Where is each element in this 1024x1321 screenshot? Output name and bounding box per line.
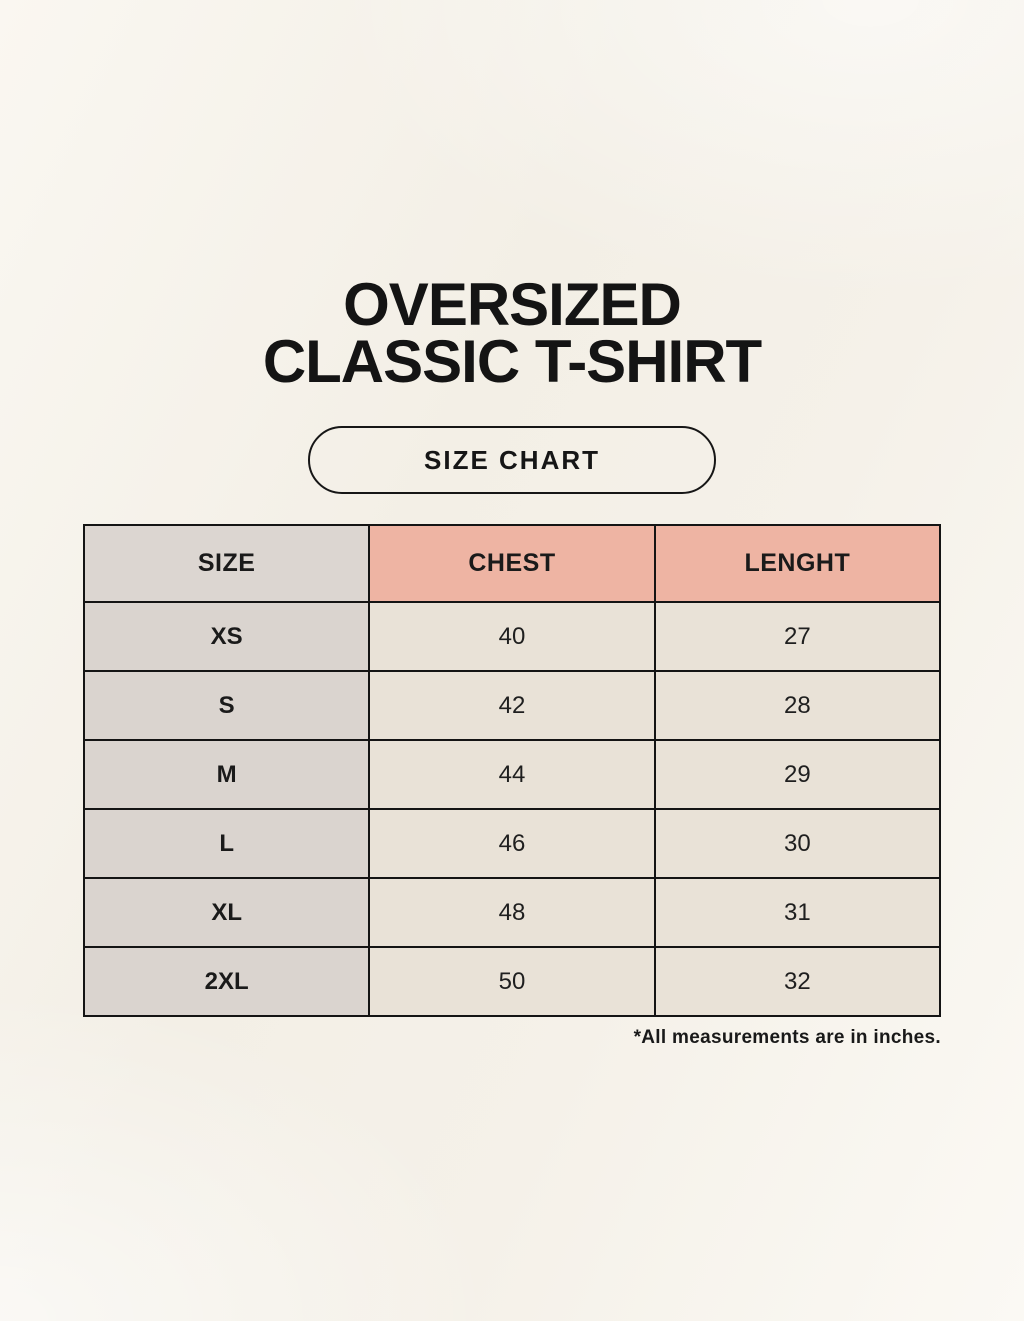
size-label: M: [82, 739, 371, 810]
length-value: 28: [653, 670, 942, 741]
column-header-size: SIZE: [82, 524, 371, 603]
length-value: 32: [653, 946, 942, 1017]
chest-value: 42: [368, 670, 656, 741]
table-row: L 46 30: [82, 808, 942, 879]
table-row: XL 48 31: [82, 877, 942, 948]
column-header-chest: CHEST: [368, 524, 656, 603]
table-row: XS 40 27: [82, 601, 942, 672]
page-title: OVERSIZED CLASSIC T-SHIRT: [262, 271, 762, 395]
measurements-footnote: *All measurements are in inches.: [633, 1027, 941, 1048]
length-value: 29: [653, 739, 942, 810]
table-header-row: SIZE CHEST LENGHT: [82, 524, 942, 603]
size-label: XL: [82, 877, 371, 948]
chest-value: 40: [368, 601, 656, 672]
size-label: S: [82, 670, 371, 741]
page-title-line2: CLASSIC T-SHIRT: [262, 328, 762, 395]
length-value: 27: [653, 601, 942, 672]
size-label: 2XL: [82, 946, 371, 1017]
table-row: 2XL 50 32: [82, 946, 942, 1017]
chest-value: 50: [368, 946, 656, 1017]
length-value: 31: [653, 877, 942, 948]
length-value: 30: [653, 808, 942, 879]
size-label: L: [82, 808, 371, 879]
chest-value: 48: [368, 877, 656, 948]
chest-value: 44: [368, 739, 656, 810]
size-label: XS: [82, 601, 371, 672]
chest-value: 46: [368, 808, 656, 879]
size-table: SIZE CHEST LENGHT XS 40 27 S 42 28 M: [82, 524, 942, 1017]
size-table-container: SIZE CHEST LENGHT XS 40 27 S 42 28 M: [82, 524, 942, 1017]
table-row: M 44 29: [82, 739, 942, 810]
size-chart-badge-label: SIZE CHART: [424, 444, 600, 475]
size-chart-badge[interactable]: SIZE CHART: [308, 426, 716, 494]
page-title-line1: OVERSIZED: [343, 271, 682, 338]
column-header-length: LENGHT: [653, 524, 942, 603]
table-row: S 42 28: [82, 670, 942, 741]
